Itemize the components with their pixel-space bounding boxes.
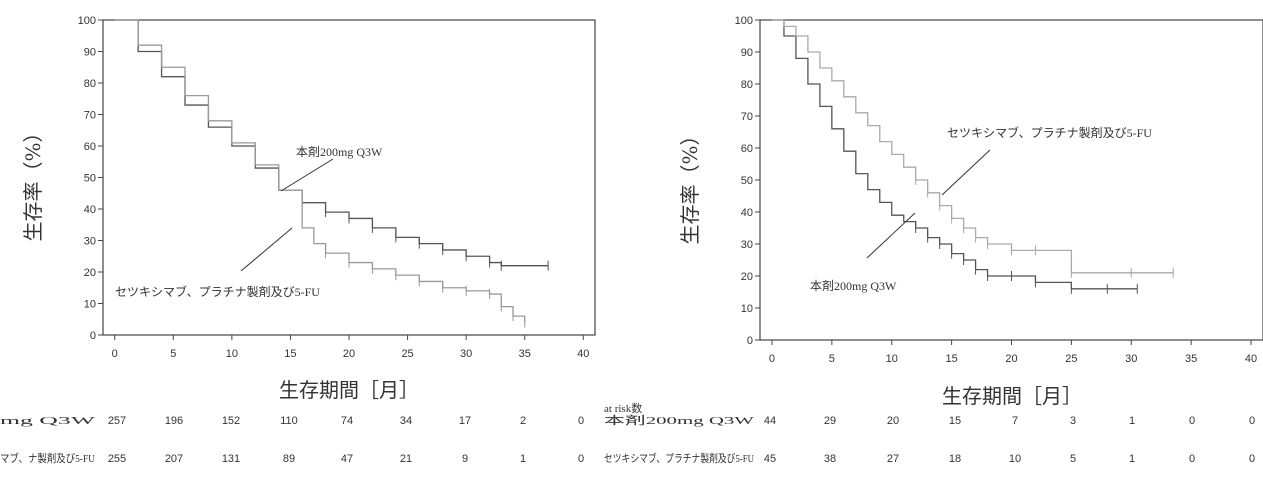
- annotation-pointer: [866, 212, 916, 259]
- risk-row-label: 本剤200mg Q3W: [604, 413, 755, 427]
- y-axis-label: 生存率（%）: [678, 125, 702, 244]
- y-tick-label: 40: [741, 207, 753, 219]
- annotation-label: セツキシマブ、プラチナ製剤及び5-FU: [115, 284, 320, 299]
- x-tick-label: 20: [1005, 353, 1017, 365]
- y-tick-label: 50: [84, 173, 96, 185]
- y-tick-label: 0: [747, 335, 753, 347]
- y-tick-label: 40: [84, 204, 96, 216]
- risk-value: 45: [764, 453, 776, 465]
- risk-value: 3: [1070, 415, 1076, 427]
- y-tick-label: 30: [741, 239, 753, 251]
- risk-value: 152: [222, 415, 240, 427]
- x-tick-label: 40: [577, 348, 589, 360]
- risk-value: 2: [520, 415, 526, 427]
- y-axis-label: 生存率（%）: [21, 122, 45, 241]
- risk-value: 10: [1009, 453, 1021, 465]
- risk-value: 0: [1249, 453, 1255, 465]
- y-tick-label: 10: [84, 299, 96, 311]
- y-tick-label: 50: [741, 175, 753, 187]
- risk-table-header: at risk数: [604, 402, 642, 415]
- y-tick-label: 70: [84, 110, 96, 122]
- risk-value: 5: [1070, 453, 1076, 465]
- y-tick-label: 70: [741, 111, 753, 123]
- x-tick-label: 5: [829, 353, 835, 365]
- risk-value: 21: [400, 453, 412, 465]
- y-tick-label: 20: [741, 271, 753, 283]
- annotation-pointer: [941, 149, 991, 196]
- risk-value: 0: [1189, 453, 1195, 465]
- y-tick-label: 60: [741, 143, 753, 155]
- y-tick-label: 0: [90, 330, 96, 342]
- risk-value: 257: [108, 415, 126, 427]
- y-tick-label: 30: [84, 236, 96, 248]
- x-tick-label: 0: [112, 348, 118, 360]
- y-tick-label: 100: [735, 15, 753, 27]
- plot-frame: [759, 19, 1263, 341]
- risk-value: 20: [887, 415, 899, 427]
- risk-value: 0: [1189, 415, 1195, 427]
- risk-row-label: マブ、ナ製剤及び5-FU: [0, 451, 95, 465]
- y-tick-label: 100: [78, 15, 96, 27]
- risk-value: 1: [1129, 415, 1135, 427]
- y-tick-label: 80: [741, 79, 753, 91]
- y-tick-label: 20: [84, 267, 96, 279]
- risk-value: 47: [341, 453, 353, 465]
- risk-value: 74: [341, 415, 353, 427]
- y-tick-label: 60: [84, 141, 96, 153]
- risk-value: 0: [578, 453, 584, 465]
- y-tick-label: 90: [741, 47, 753, 59]
- risk-value: 131: [222, 453, 240, 465]
- x-tick-label: 10: [226, 348, 238, 360]
- risk-value: 17: [459, 415, 471, 427]
- x-tick-label: 40: [1245, 353, 1257, 365]
- risk-value: 27: [887, 453, 899, 465]
- risk-value: 207: [165, 453, 183, 465]
- risk-value: 44: [764, 415, 776, 427]
- x-axis-label: 生存期間［月］: [279, 378, 419, 402]
- y-tick-label: 10: [741, 303, 753, 315]
- risk-value: 7: [1012, 415, 1018, 427]
- x-tick-label: 25: [1065, 353, 1077, 365]
- x-tick-label: 35: [1185, 353, 1197, 365]
- x-tick-label: 0: [769, 353, 775, 365]
- y-tick-label: 90: [84, 47, 96, 59]
- risk-value: 196: [165, 415, 183, 427]
- risk-value: 29: [824, 415, 836, 427]
- x-tick-label: 5: [170, 348, 176, 360]
- risk-row-label: mg Q3W: [0, 415, 96, 427]
- risk-value: 110: [280, 415, 298, 427]
- x-tick-label: 10: [886, 353, 898, 365]
- risk-value: 1: [1129, 453, 1135, 465]
- risk-value: 38: [824, 453, 836, 465]
- x-axis-label: 生存期間［月］: [942, 384, 1082, 408]
- risk-value: 15: [949, 415, 961, 427]
- risk-value: 255: [108, 453, 126, 465]
- x-tick-label: 30: [1125, 353, 1137, 365]
- risk-value: 34: [400, 415, 412, 427]
- x-tick-label: 25: [401, 348, 413, 360]
- annotation-label: セツキシマブ、プラチナ製剤及び5-FU: [947, 125, 1152, 140]
- x-tick-label: 30: [460, 348, 472, 360]
- x-tick-label: 15: [945, 353, 957, 365]
- risk-value: 1: [520, 453, 526, 465]
- risk-value: 0: [1249, 415, 1255, 427]
- annotation-label: 本剤200mg Q3W: [296, 144, 383, 159]
- risk-value: 18: [949, 453, 961, 465]
- annotation-label: 本剤200mg Q3W: [810, 278, 897, 293]
- risk-value: 0: [578, 415, 584, 427]
- x-tick-label: 35: [519, 348, 531, 360]
- annotation-pointer: [240, 227, 293, 272]
- annotation-pointer: [280, 158, 334, 192]
- risk-value: 89: [283, 453, 295, 465]
- risk-value: 9: [462, 453, 468, 465]
- x-tick-label: 20: [343, 348, 355, 360]
- y-tick-label: 80: [84, 78, 96, 90]
- risk-row-label: セツキシマブ、プラチナ製剤及び5-FU: [604, 451, 754, 465]
- x-tick-label: 15: [284, 348, 296, 360]
